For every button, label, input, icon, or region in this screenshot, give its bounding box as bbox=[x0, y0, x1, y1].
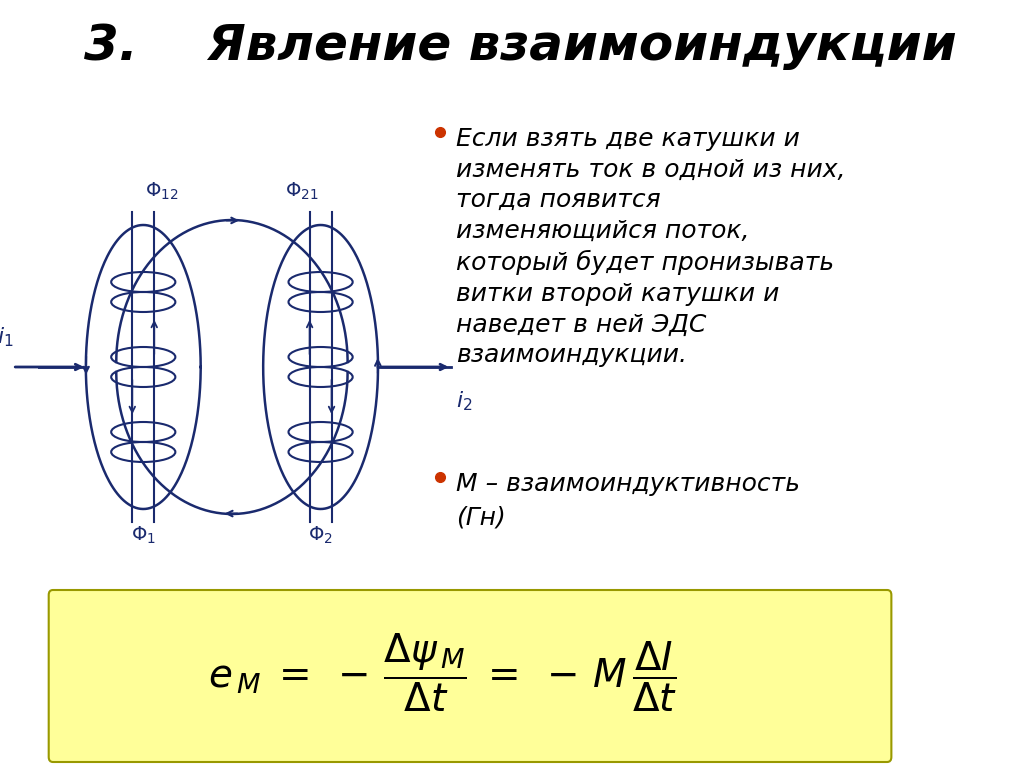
Text: $\Phi_2$: $\Phi_2$ bbox=[308, 525, 333, 546]
Text: Если взять две катушки и
изменять ток в одной из них,
тогда появится
изменяющийс: Если взять две катушки и изменять ток в … bbox=[456, 127, 845, 367]
FancyBboxPatch shape bbox=[32, 0, 908, 767]
Text: $i_2$: $i_2$ bbox=[456, 389, 472, 413]
Text: $i_1$: $i_1$ bbox=[0, 325, 14, 349]
Text: 3.    Явление взаимоиндукции: 3. Явление взаимоиндукции bbox=[84, 22, 956, 70]
FancyBboxPatch shape bbox=[49, 590, 891, 762]
Text: $\Phi_{21}$: $\Phi_{21}$ bbox=[286, 181, 318, 202]
Text: $\Phi_1$: $\Phi_1$ bbox=[131, 525, 156, 546]
Text: М – взаимоиндуктивность
(Гн): М – взаимоиндуктивность (Гн) bbox=[456, 472, 800, 529]
Text: $e_{\,M} \;=\; -\,\dfrac{\Delta\psi_{\,M}}{\Delta t} \;=\; -\,M\,\dfrac{\Delta I: $e_{\,M} \;=\; -\,\dfrac{\Delta\psi_{\,M… bbox=[208, 632, 678, 714]
Text: $\Phi_{12}$: $\Phi_{12}$ bbox=[145, 181, 178, 202]
